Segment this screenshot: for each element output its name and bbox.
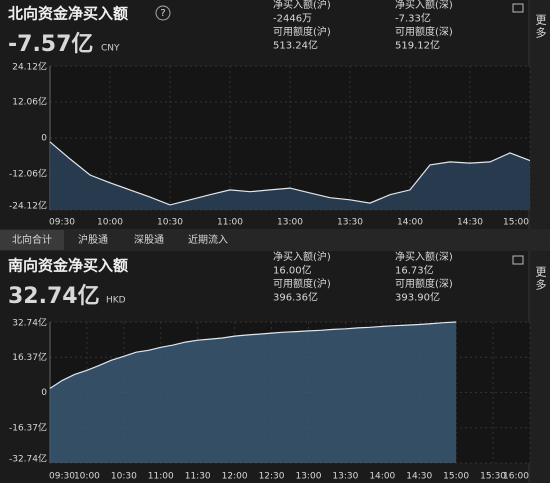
net-value: -7.57亿 (8, 32, 93, 57)
stat-label: 净买入额(深) (395, 250, 453, 263)
tab-label[interactable]: 深股通 (134, 234, 164, 246)
y-tick-label: 12.06亿 (12, 96, 47, 108)
y-tick-label: -12.06亿 (9, 168, 47, 180)
stat-value: 519.12亿 (395, 39, 440, 52)
stat-label: 可用额度(深) (395, 25, 453, 38)
stat-value: 396.36亿 (273, 291, 318, 304)
x-tick-label: 13:00 (277, 218, 303, 228)
stat-value: 393.90亿 (395, 291, 440, 304)
share-icon[interactable] (512, 3, 524, 13)
x-tick-label: 14:00 (369, 472, 395, 482)
stat-value: -7.33亿 (395, 12, 431, 25)
stat-value: 513.24亿 (273, 39, 318, 52)
currency: HKD (106, 296, 126, 306)
x-tick-label: 12:00 (222, 472, 248, 482)
x-tick-label: 10:30 (111, 472, 137, 482)
x-tick-label: 14:30 (406, 472, 432, 482)
stat-label: 可用额度(沪) (273, 25, 331, 38)
stat-label: 净买入额(沪) (273, 0, 331, 11)
x-tick-label: 09:30 (49, 472, 75, 482)
x-tick-label: 14:30 (457, 218, 483, 228)
tab-label[interactable]: 沪股通 (78, 233, 108, 246)
help-icon[interactable] (155, 5, 171, 21)
x-tick-label: 12:30 (259, 472, 285, 482)
more-button[interactable]: 更多 (534, 14, 547, 40)
y-tick-label: -32.74亿 (9, 453, 47, 465)
x-tick-label: 15:00 (443, 472, 469, 482)
y-tick-label: 16.37亿 (12, 351, 47, 363)
tab-label[interactable]: 北向合计 (12, 233, 52, 246)
stat-label: 净买入额(沪) (273, 250, 331, 263)
y-tick-label: -24.12亿 (9, 200, 47, 212)
x-tick-label: 15:30 (480, 472, 506, 482)
more-button[interactable]: 更多 (534, 266, 547, 292)
stat-label: 可用额度(沪) (273, 277, 331, 290)
y-tick-label: 0 (41, 134, 47, 144)
x-tick-label: 13:00 (295, 472, 321, 482)
x-tick-label: 11:00 (217, 218, 243, 228)
stat-label: 净买入额(深) (395, 0, 453, 11)
x-tick-label: 10:00 (97, 218, 123, 228)
tab[interactable] (122, 230, 176, 250)
line (49, 141, 531, 206)
x-tick-label: 13:30 (337, 218, 363, 228)
area (50, 141, 530, 210)
x-tick-label: 11:30 (185, 472, 211, 482)
tab[interactable] (0, 230, 64, 250)
area (50, 322, 457, 463)
x-tick-label: 16:00 (503, 472, 529, 482)
tab-label[interactable]: 近期流入 (188, 233, 228, 246)
x-tick-label: 13:30 (332, 472, 358, 482)
line (49, 321, 457, 389)
x-tick-label: 10:30 (157, 218, 183, 228)
x-tick-label: 15:00 (503, 218, 529, 228)
panel-title: 南向资金净买入额 (8, 257, 128, 275)
x-tick-label: 09:30 (49, 218, 75, 228)
y-tick-label: 32.74亿 (12, 317, 47, 329)
tab[interactable] (178, 230, 238, 250)
tab[interactable] (66, 230, 120, 250)
stat-value: 16.00亿 (273, 264, 312, 277)
net-value: 32.74亿 (8, 284, 100, 309)
stat-value: 16.73亿 (395, 264, 434, 277)
panel-title: 北向资金净买入额 (8, 5, 128, 23)
currency: CNY (101, 44, 120, 54)
stat-value: -2446万 (273, 14, 312, 25)
x-tick-label: 11:00 (148, 472, 174, 482)
share-icon[interactable] (512, 255, 524, 265)
x-tick-label: 14:00 (397, 218, 423, 228)
y-tick-label: 0 (41, 388, 47, 398)
stat-label: 可用额度(深) (395, 277, 453, 290)
help-mark: ? (160, 8, 165, 19)
y-tick-label: 24.12亿 (12, 61, 47, 73)
x-tick-label: 10:00 (74, 472, 100, 482)
y-tick-label: -16.37亿 (9, 421, 47, 433)
